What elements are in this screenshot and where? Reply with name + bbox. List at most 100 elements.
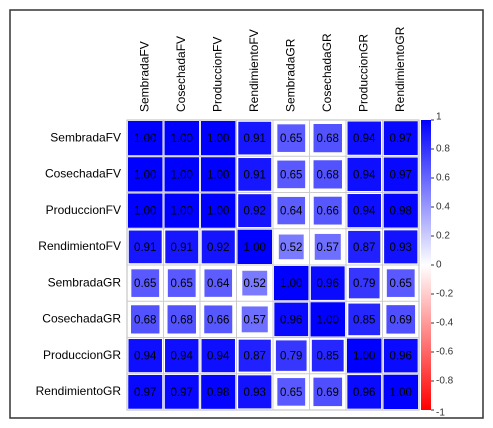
- cell: [237, 229, 272, 264]
- cell: [128, 375, 163, 409]
- cell: [238, 121, 272, 155]
- value-label: 0.79: [280, 351, 302, 363]
- colorbar-tick-label: -1: [436, 408, 445, 419]
- value-label: 0.94: [353, 206, 376, 218]
- cell: [164, 121, 199, 156]
- value-label: 0.64: [207, 278, 230, 290]
- cell: [383, 121, 418, 155]
- row-label: SembradaGR: [48, 275, 122, 289]
- cell: [347, 194, 381, 228]
- cell: [128, 230, 162, 264]
- cell: [313, 124, 342, 153]
- value-label: 0.96: [280, 314, 302, 326]
- value-label: 1.00: [207, 206, 229, 218]
- cell: [167, 269, 196, 297]
- value-label: 0.96: [317, 278, 339, 290]
- value-label: 0.69: [390, 314, 412, 326]
- row-label: ProduccionGR: [43, 348, 121, 362]
- value-label: 0.94: [207, 351, 230, 363]
- cell: [201, 193, 236, 228]
- value-label: 0.85: [353, 314, 375, 326]
- cell: [238, 194, 272, 228]
- value-label: 0.97: [390, 133, 412, 145]
- cell: [278, 234, 304, 260]
- value-label: 0.65: [171, 278, 193, 290]
- value-label: 0.65: [280, 387, 302, 399]
- cell: [310, 302, 345, 337]
- value-label: 0.93: [390, 242, 412, 254]
- value-label: 1.00: [134, 133, 156, 145]
- cell: [311, 339, 344, 372]
- value-label: 0.52: [280, 242, 302, 254]
- cell: [347, 375, 382, 409]
- cell: [383, 157, 418, 192]
- cell: [384, 230, 418, 264]
- value-label: 1.00: [171, 169, 193, 181]
- cell: [275, 340, 307, 371]
- row-label: SembradaFV: [50, 130, 121, 144]
- value-label: 0.69: [317, 387, 339, 399]
- value-label: 0.94: [171, 351, 194, 363]
- colorbar: [421, 120, 431, 410]
- value-label: 1.00: [171, 133, 193, 145]
- value-label: 0.92: [244, 206, 266, 218]
- cell: [313, 377, 343, 407]
- value-label: 1.00: [317, 314, 339, 326]
- column-label: ProduccionGR: [356, 34, 370, 112]
- cell: [164, 375, 199, 409]
- cell: [204, 269, 233, 297]
- cell: [277, 124, 306, 152]
- value-label: 0.91: [171, 242, 193, 254]
- cell: [201, 374, 236, 409]
- cell: [274, 266, 309, 301]
- cell: [313, 196, 342, 225]
- cell: [347, 157, 381, 191]
- cell: [277, 378, 306, 406]
- cell: [238, 158, 272, 191]
- value-label: 0.52: [244, 278, 266, 290]
- value-label: 1.00: [280, 278, 302, 290]
- column-label: SembradaGR: [283, 38, 297, 112]
- value-label: 1.00: [353, 351, 375, 363]
- cell: [314, 233, 341, 260]
- value-label: 0.94: [353, 133, 376, 145]
- value-label: 0.91: [134, 242, 156, 254]
- value-label: 0.91: [244, 133, 266, 145]
- cell: [347, 338, 382, 373]
- cell: [348, 303, 381, 336]
- cell: [386, 269, 415, 297]
- value-label: 1.00: [134, 206, 156, 218]
- cell: [128, 157, 163, 192]
- value-label: 0.98: [207, 387, 229, 399]
- column-label: CosechadaFV: [174, 36, 188, 112]
- cell: [241, 306, 268, 333]
- value-label: 0.65: [280, 169, 302, 181]
- colorbar-tick-label: -0.2: [436, 289, 454, 300]
- colorbar-tick-label: 0.4: [436, 202, 450, 213]
- cell: [164, 193, 199, 228]
- cell: [131, 269, 160, 297]
- cell: [277, 196, 306, 225]
- cell: [383, 338, 418, 373]
- cell: [201, 339, 235, 373]
- value-label: 0.64: [280, 206, 303, 218]
- cell: [164, 157, 199, 192]
- value-label: 0.68: [317, 133, 339, 145]
- cell: [128, 339, 162, 373]
- value-label: 0.65: [134, 278, 156, 290]
- value-label: 0.96: [390, 351, 412, 363]
- cell: [238, 375, 272, 409]
- value-label: 0.65: [390, 278, 412, 290]
- value-label: 0.66: [207, 314, 229, 326]
- colorbar-tick-label: 0.2: [436, 231, 450, 242]
- value-label: 0.97: [171, 387, 193, 399]
- value-label: 1.00: [171, 206, 193, 218]
- row-label: CosechadaFV: [45, 167, 121, 181]
- cell: [131, 305, 160, 334]
- column-label: SembradaFV: [137, 41, 151, 112]
- cell: [348, 267, 380, 299]
- cell: [383, 374, 418, 409]
- value-label: 0.66: [317, 206, 339, 218]
